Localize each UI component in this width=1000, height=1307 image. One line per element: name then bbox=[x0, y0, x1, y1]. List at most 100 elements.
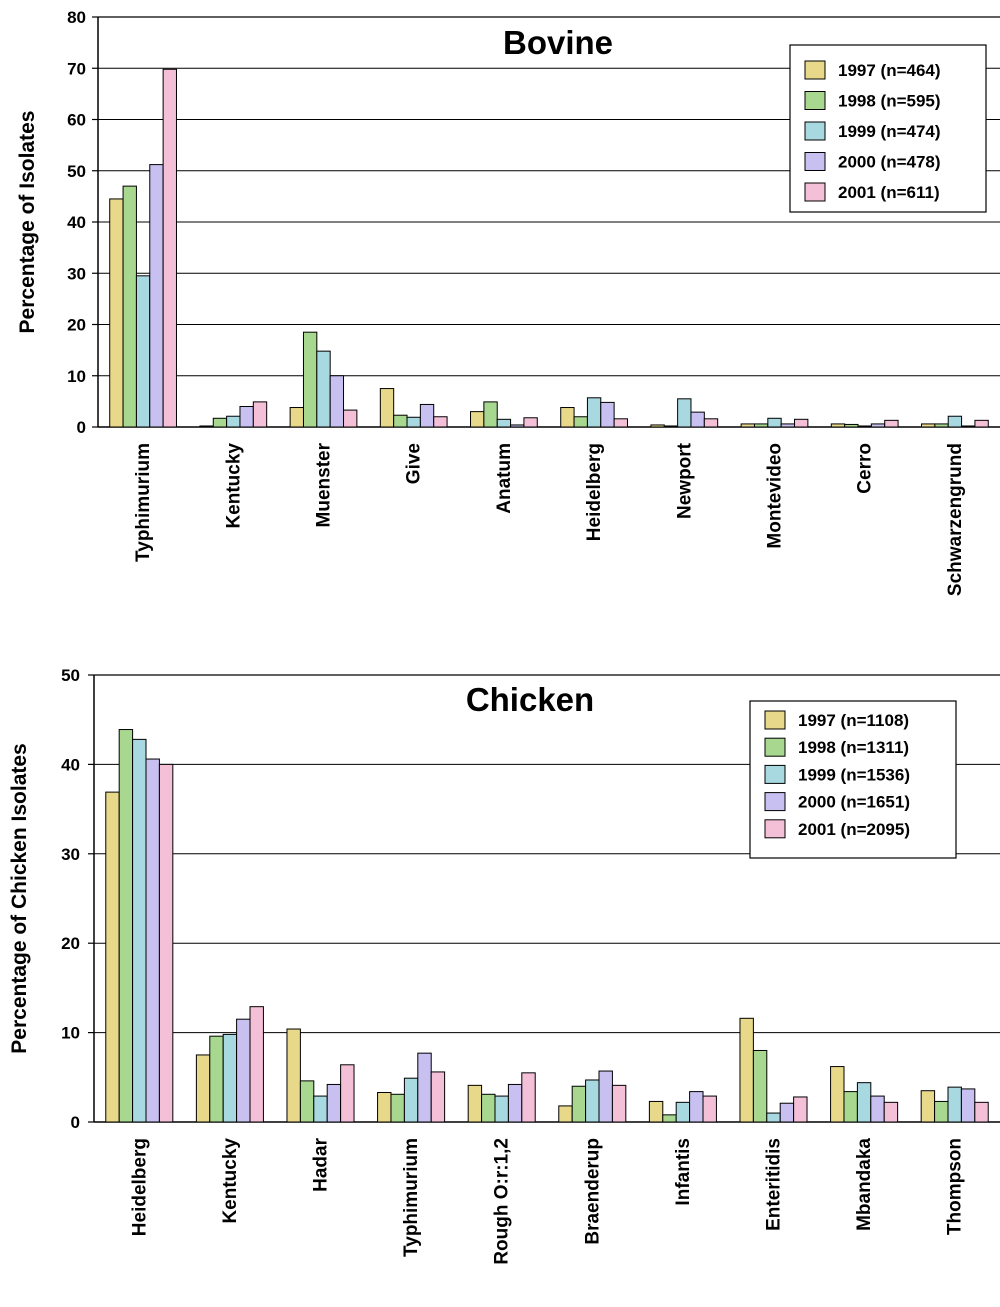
bar bbox=[302, 331, 318, 428]
bar bbox=[286, 1028, 301, 1123]
bar bbox=[326, 1083, 342, 1123]
bar bbox=[379, 388, 395, 428]
legend-swatch bbox=[804, 182, 826, 202]
bar bbox=[856, 1082, 872, 1123]
legend-swatch bbox=[764, 764, 786, 784]
x-tick-label: Enteritidis bbox=[764, 1138, 785, 1231]
bar bbox=[600, 401, 615, 428]
x-tick-label: Rough O:r:1,2 bbox=[492, 1138, 513, 1265]
legend-label: 1998 (n=1311) bbox=[798, 738, 909, 757]
bar bbox=[613, 418, 628, 428]
bar bbox=[883, 1101, 899, 1123]
y-tick-label: 0 bbox=[71, 1113, 80, 1132]
bar bbox=[162, 68, 177, 428]
bar bbox=[780, 423, 796, 428]
bar bbox=[109, 198, 124, 428]
bar bbox=[974, 1101, 989, 1123]
x-tick-label: Newport bbox=[674, 442, 695, 519]
bar bbox=[830, 423, 846, 428]
y-tick-label: 10 bbox=[67, 367, 86, 386]
bar bbox=[523, 417, 538, 428]
legend-label: 1998 (n=595) bbox=[838, 92, 941, 111]
bar bbox=[677, 398, 692, 428]
bar bbox=[467, 1084, 483, 1123]
bar bbox=[947, 1086, 962, 1123]
bar bbox=[766, 1112, 781, 1123]
legend-swatch bbox=[764, 710, 786, 730]
bar bbox=[481, 1093, 496, 1123]
bar bbox=[767, 417, 782, 428]
bar bbox=[209, 1035, 224, 1123]
y-axis-label: Percentage of Isolates bbox=[16, 111, 39, 334]
y-tick-label: 30 bbox=[67, 264, 86, 283]
legend: 1997 (n=1108) 1998 (n=1311) 1999 (n=1536) 2… bbox=[749, 700, 957, 859]
bar bbox=[149, 164, 164, 428]
legend-label: 2000 (n=478) bbox=[838, 153, 941, 172]
bar bbox=[390, 1093, 405, 1123]
y-tick-label: 0 bbox=[77, 418, 86, 437]
bar bbox=[249, 1006, 264, 1123]
bar bbox=[419, 403, 435, 428]
chicken-chart: 0 10 20 30 40 50 Percentage of Chicken Isolate… bbox=[8, 666, 1000, 1265]
bar bbox=[870, 423, 886, 428]
bar bbox=[132, 738, 147, 1123]
bar bbox=[252, 401, 268, 428]
legend-swatch bbox=[764, 792, 786, 812]
bar bbox=[195, 1054, 211, 1123]
bar bbox=[313, 1095, 328, 1123]
bar bbox=[571, 1085, 587, 1123]
bar bbox=[794, 418, 809, 428]
bar bbox=[586, 397, 602, 428]
legend-swatch bbox=[804, 60, 826, 80]
bovine-chart: 0 10 20 30 40 50 60 70 80 Percentage of Isolates B… bbox=[16, 8, 1000, 596]
bar bbox=[960, 1088, 976, 1123]
x-tick-label: Hadar bbox=[311, 1137, 332, 1191]
legend-label: 1997 (n=1108) bbox=[798, 711, 909, 730]
bar bbox=[739, 1017, 754, 1123]
y-tick-label: 60 bbox=[67, 111, 86, 130]
bar bbox=[648, 1100, 664, 1123]
y-tick-label: 30 bbox=[61, 845, 80, 864]
x-tick-label: Heidelberg bbox=[584, 443, 605, 541]
bar bbox=[299, 1080, 315, 1123]
bar bbox=[406, 416, 421, 428]
bar bbox=[105, 791, 120, 1123]
bar bbox=[340, 1064, 355, 1123]
bar bbox=[483, 401, 498, 428]
x-tick-label: Mbandaka bbox=[854, 1138, 875, 1231]
legend-swatch bbox=[764, 737, 786, 757]
bar bbox=[316, 350, 331, 428]
x-tick-label: Cerro bbox=[855, 443, 876, 494]
x-tick-label: Heidelberg bbox=[129, 1138, 150, 1236]
bar bbox=[690, 411, 705, 428]
x-tick-label: Typhimurium bbox=[133, 443, 154, 562]
y-axis-label: Percentage of Chicken Isolates bbox=[8, 743, 31, 1053]
bar bbox=[793, 1096, 808, 1123]
bar bbox=[560, 407, 575, 428]
bar bbox=[920, 1090, 936, 1123]
bar bbox=[857, 425, 872, 428]
bar bbox=[662, 1114, 677, 1123]
bar bbox=[212, 417, 228, 428]
bar bbox=[343, 409, 358, 428]
bar bbox=[507, 1083, 523, 1123]
bar bbox=[222, 1033, 238, 1123]
bar bbox=[703, 418, 719, 428]
bar bbox=[145, 758, 160, 1123]
x-tick-label: Anatum bbox=[494, 443, 515, 514]
bar bbox=[830, 1066, 845, 1123]
bar bbox=[740, 423, 755, 428]
chart-title: Chicken bbox=[466, 681, 594, 718]
bar bbox=[921, 423, 936, 428]
y-tick-label: 10 bbox=[61, 1024, 80, 1043]
bar bbox=[884, 419, 899, 428]
bar bbox=[611, 1084, 627, 1123]
legend-swatch bbox=[764, 819, 786, 839]
y-tick-label: 80 bbox=[67, 8, 86, 27]
y-tick-label: 50 bbox=[67, 162, 86, 181]
bar bbox=[494, 1095, 509, 1123]
bar bbox=[961, 425, 976, 428]
bar bbox=[377, 1091, 392, 1123]
bar bbox=[118, 729, 134, 1123]
bar bbox=[870, 1095, 885, 1123]
